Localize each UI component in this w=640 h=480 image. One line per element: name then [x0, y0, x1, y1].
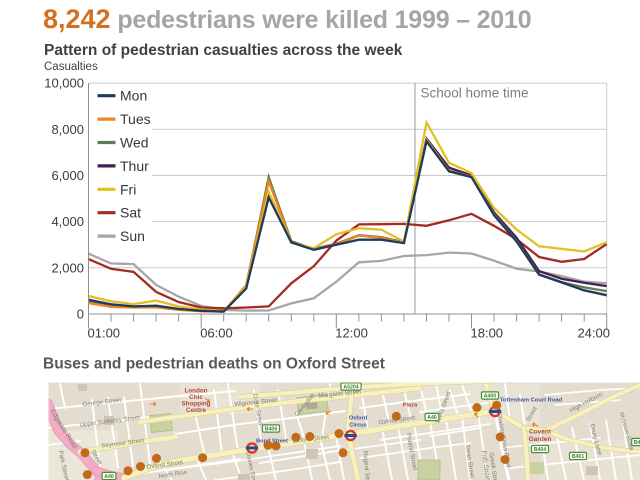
svg-text:8,000: 8,000	[51, 122, 84, 137]
svg-text:Chic: Chic	[189, 394, 203, 401]
svg-text:Sat: Sat	[120, 205, 141, 221]
svg-text:Tottenham Court Road: Tottenham Court Road	[500, 398, 563, 404]
svg-text:Oxford: Oxford	[349, 416, 368, 422]
svg-text:Casualties: Casualties	[44, 61, 98, 73]
svg-text:Duke Street: Duke Street	[251, 394, 262, 427]
svg-text:8,242 pedestrians were killed: 8,242 pedestrians were killed 1999 – 201…	[43, 4, 531, 34]
svg-text:12:00: 12:00	[335, 326, 368, 341]
svg-text:Tues: Tues	[120, 111, 151, 127]
svg-text:Greek Street: Greek Street	[488, 452, 500, 480]
svg-text:10,000: 10,000	[44, 76, 84, 91]
svg-text:Circus: Circus	[349, 423, 366, 429]
svg-text:Wigmore Street: Wigmore Street	[234, 397, 278, 408]
svg-text:Shopping: Shopping	[181, 401, 210, 408]
svg-text:Pattern of pedestrian casualti: Pattern of pedestrian casualties across …	[44, 42, 403, 59]
svg-text:A40: A40	[427, 415, 437, 421]
svg-text:Centre: Centre	[186, 407, 206, 414]
svg-text:London: London	[184, 388, 207, 395]
svg-text:Margaret Street: Margaret Street	[318, 388, 362, 399]
svg-text:2,000: 2,000	[51, 260, 84, 275]
svg-text:06:00: 06:00	[200, 326, 233, 341]
svg-text:School home time: School home time	[421, 86, 529, 101]
svg-text:B404: B404	[534, 447, 547, 453]
svg-text:Plaza: Plaza	[403, 403, 419, 409]
svg-text:Garden: Garden	[529, 436, 552, 443]
svg-text:George Street: George Street	[82, 397, 122, 409]
svg-text:Covent: Covent	[529, 429, 552, 436]
svg-text:Bond Street: Bond Street	[256, 439, 288, 445]
svg-text:01:00: 01:00	[88, 326, 121, 341]
svg-text:6,000: 6,000	[51, 168, 84, 183]
svg-text:North Row: North Row	[158, 470, 188, 480]
svg-text:Thur: Thur	[120, 158, 149, 174]
svg-text:Frith Street: Frith Street	[480, 450, 491, 480]
svg-text:18:00: 18:00	[471, 326, 504, 341]
svg-text:B406: B406	[265, 427, 278, 433]
svg-text:Mon: Mon	[120, 88, 147, 104]
svg-text:Regent Street: Regent Street	[361, 451, 371, 480]
svg-text:Sun: Sun	[120, 228, 145, 244]
svg-text:4,000: 4,000	[51, 214, 84, 229]
svg-text:B401: B401	[572, 454, 585, 460]
svg-text:24:00: 24:00	[577, 326, 610, 341]
svg-text:B4: B4	[634, 440, 640, 446]
svg-text:A400: A400	[484, 394, 497, 400]
svg-text:Dean Street: Dean Street	[464, 445, 476, 479]
svg-text:A40: A40	[104, 474, 114, 480]
svg-text:Fri: Fri	[120, 181, 136, 197]
svg-text:Wed: Wed	[120, 135, 149, 151]
svg-text:A5204: A5204	[343, 385, 358, 391]
svg-text:0: 0	[77, 307, 84, 322]
svg-text:Buses and pedestrian deaths on: Buses and pedestrian deaths on Oxford St…	[43, 356, 385, 373]
